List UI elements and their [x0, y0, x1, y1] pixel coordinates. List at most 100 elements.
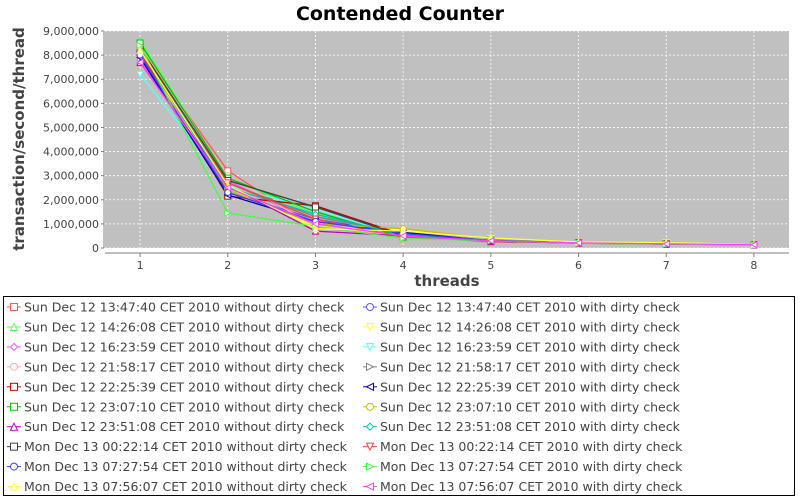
legend-label: Sun Dec 12 13:47:40 CET 2010 without dir… — [24, 300, 345, 315]
data-point — [223, 183, 232, 192]
y-tick-label: 3,000,000 — [43, 170, 99, 183]
data-point — [574, 239, 583, 247]
x-tick-label: 4 — [400, 259, 407, 272]
legend-item: Sun Dec 12 14:26:08 CET 2010 with dirty … — [363, 319, 681, 334]
data-point — [662, 240, 670, 248]
data-point — [749, 240, 758, 249]
plot-area — [105, 31, 789, 248]
legend-item: Sun Dec 12 23:51:08 CET 2010 without dir… — [7, 419, 345, 434]
legend-label: Mon Dec 13 00:22:14 CET 2010 without dir… — [24, 439, 348, 454]
data-point — [135, 58, 144, 67]
x-tick-label: 3 — [312, 259, 319, 272]
legend-marker — [10, 303, 18, 311]
legend-items: Sun Dec 12 13:47:40 CET 2010 without dir… — [7, 300, 683, 494]
legend-label: Sun Dec 12 14:26:08 CET 2010 with dirty … — [380, 319, 681, 334]
y-tick-label: 7,000,000 — [43, 73, 99, 86]
legend-item: Sun Dec 12 23:07:10 CET 2010 with dirty … — [363, 399, 681, 414]
legend-label: Sun Dec 12 21:58:17 CET 2010 without dir… — [24, 359, 345, 374]
legend-label: Mon Dec 13 07:56:07 CET 2010 with dirty … — [380, 479, 683, 494]
legend-item: Sun Dec 12 22:25:39 CET 2010 without dir… — [7, 379, 345, 394]
legend-marker — [9, 342, 19, 352]
legend-label: Sun Dec 12 22:25:39 CET 2010 without dir… — [24, 379, 345, 394]
legend-item: Mon Dec 13 07:56:07 CET 2010 without dir… — [7, 479, 348, 494]
legend-marker — [10, 402, 18, 411]
series-line — [139, 61, 754, 246]
data-point — [136, 70, 144, 79]
legend-marker — [365, 442, 375, 452]
legend-marker — [9, 422, 19, 431]
x-tick-label: 1 — [137, 259, 144, 272]
legend-item: Sun Dec 12 21:58:17 CET 2010 without dir… — [7, 359, 345, 374]
legend-label: Sun Dec 12 14:26:08 CET 2010 without dir… — [24, 319, 345, 334]
y-tick-label: 4,000,000 — [43, 146, 99, 159]
legend-marker — [10, 362, 18, 371]
legend-label: Sun Dec 12 23:51:08 CET 2010 without dir… — [24, 419, 345, 434]
legend-marker — [365, 322, 375, 332]
legend-item: Sun Dec 12 23:51:08 CET 2010 with dirty … — [363, 419, 681, 434]
x-tick-label: 8 — [750, 259, 757, 272]
data-point — [486, 236, 495, 245]
legend-item: Sun Dec 12 14:26:08 CET 2010 without dir… — [7, 319, 345, 334]
legend-item: Mon Dec 13 00:22:14 CET 2010 with dirty … — [363, 439, 683, 454]
y-tick-label: 9,000,000 — [43, 25, 99, 38]
legend-item: Sun Dec 12 22:25:39 CET 2010 with dirty … — [363, 379, 681, 394]
legend-label: Sun Dec 12 13:47:40 CET 2010 with dirty … — [380, 300, 681, 315]
legend-label: Mon Dec 13 07:27:54 CET 2010 with dirty … — [380, 459, 683, 474]
legend-marker — [10, 382, 18, 391]
data-point — [136, 46, 144, 54]
legend-item: Sun Dec 12 13:47:40 CET 2010 with dirty … — [363, 300, 681, 315]
legend-marker — [366, 303, 374, 311]
legend-label: Sun Dec 12 23:07:10 CET 2010 without dir… — [24, 399, 345, 414]
legend-marker — [366, 362, 375, 372]
series-20 — [135, 58, 758, 249]
legend-marker — [10, 462, 18, 471]
legend-item: Sun Dec 12 16:23:59 CET 2010 with dirty … — [363, 339, 681, 354]
legend-marker — [365, 482, 374, 491]
legend-item: Mon Dec 13 00:22:14 CET 2010 without dir… — [7, 439, 348, 454]
data-point — [311, 224, 320, 233]
data-point — [399, 232, 407, 240]
y-tick-label: 5,000,000 — [43, 121, 99, 134]
legend-marker — [366, 402, 374, 411]
legend-label: Sun Dec 12 22:25:39 CET 2010 with dirty … — [380, 379, 681, 394]
y-tick-label: 2,000,000 — [43, 194, 99, 207]
x-axis-label: threads — [414, 272, 479, 290]
legend-marker — [365, 382, 374, 392]
data-point — [311, 203, 319, 211]
series-line — [139, 49, 754, 246]
legend-item: Mon Dec 13 07:27:54 CET 2010 with dirty … — [363, 459, 683, 474]
legend-item: Sun Dec 12 21:58:17 CET 2010 with dirty … — [363, 359, 681, 374]
y-axis-label: transaction/second/thread — [10, 27, 28, 251]
y-tick-label: 0 — [92, 242, 99, 255]
legend-label: Mon Dec 13 07:56:07 CET 2010 without dir… — [24, 479, 348, 494]
y-tick-label: 6,000,000 — [43, 97, 99, 110]
legend-item: Sun Dec 12 13:47:40 CET 2010 without dir… — [7, 300, 345, 315]
data-point — [311, 220, 319, 228]
legend-marker — [10, 442, 18, 451]
legend-marker — [9, 481, 19, 491]
y-tick-label: 8,000,000 — [43, 49, 99, 62]
legend-label: Sun Dec 12 16:23:59 CET 2010 with dirty … — [380, 339, 681, 354]
legend-marker — [9, 322, 19, 331]
legend-label: Mon Dec 13 00:22:14 CET 2010 with dirty … — [380, 439, 683, 454]
legend-marker — [365, 422, 375, 431]
x-tick-label: 5 — [487, 259, 494, 272]
y-tick-label: 1,000,000 — [43, 218, 99, 231]
legend: Sun Dec 12 13:47:40 CET 2010 without dir… — [3, 296, 795, 496]
x-tick-label: 2 — [224, 259, 231, 272]
legend-item: Sun Dec 12 16:23:59 CET 2010 without dir… — [7, 339, 345, 354]
legend-label: Mon Dec 13 07:27:54 CET 2010 without dir… — [24, 459, 348, 474]
legend-label: Sun Dec 12 23:51:08 CET 2010 with dirty … — [380, 419, 681, 434]
legend-label: Sun Dec 12 16:23:59 CET 2010 without dir… — [24, 339, 345, 354]
legend-label: Sun Dec 12 21:58:17 CET 2010 with dirty … — [380, 359, 681, 374]
axes: 0 1,000,000 2,000,000 3,000,000 4,000,000 5,0… — [43, 25, 789, 272]
legend-item: Mon Dec 13 07:56:07 CET 2010 with dirty … — [363, 479, 683, 494]
chart-title: Contended Counter — [296, 3, 505, 25]
legend-item: Sun Dec 12 23:07:10 CET 2010 without dir… — [7, 399, 345, 414]
legend-label: Sun Dec 12 23:07:10 CET 2010 with dirty … — [380, 399, 681, 414]
data-point — [224, 209, 232, 217]
legend-item: Mon Dec 13 07:27:54 CET 2010 without dir… — [7, 459, 348, 474]
chart: Contended Counter transaction/second/thr… — [10, 3, 789, 290]
legend-marker — [365, 342, 375, 352]
series-layer — [135, 36, 759, 249]
